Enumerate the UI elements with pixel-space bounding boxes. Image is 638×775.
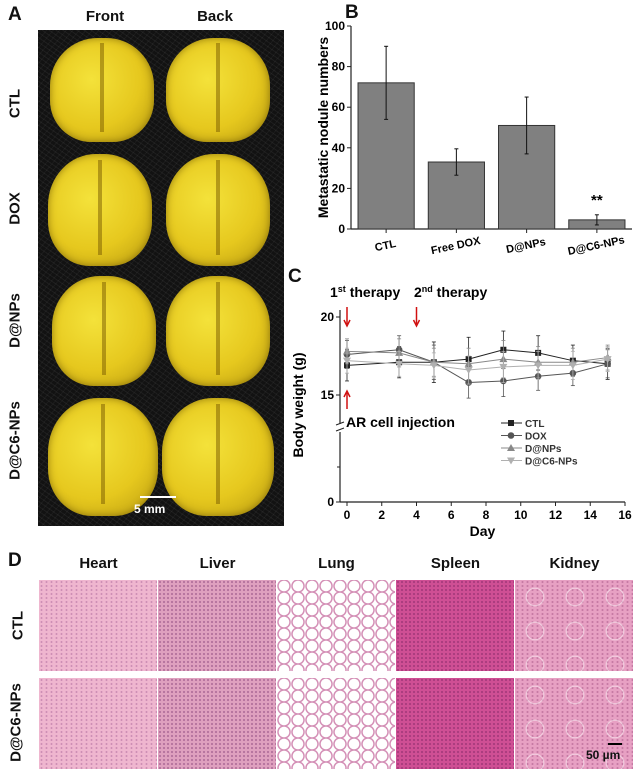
column-header-lung: Lung — [318, 555, 355, 572]
histology-image-liver — [158, 580, 276, 671]
marker-triangle-down — [395, 360, 404, 368]
x-tick-label: D@NPs — [505, 236, 547, 256]
x-tick-label: 14 — [584, 508, 598, 522]
lung-photo — [166, 38, 270, 142]
y-tick-label: 20 — [321, 310, 335, 324]
marker-triangle-down — [603, 356, 612, 364]
y-tick-label: 0 — [327, 495, 334, 509]
histology-image-lung — [277, 580, 395, 671]
arrow-head — [343, 389, 351, 398]
x-tick-label: 10 — [514, 508, 528, 522]
x-tick-label: 4 — [413, 508, 420, 522]
lung-photo — [48, 398, 158, 516]
lung-photo — [52, 276, 156, 386]
lung-photographs: 5 mm — [38, 30, 284, 526]
y-tick-label: 20 — [332, 181, 346, 195]
x-tick-label: 6 — [448, 508, 455, 522]
scale-bar-label: 5 mm — [134, 502, 166, 516]
marker-triangle-down — [568, 362, 577, 370]
y-tick-label: 60 — [332, 100, 346, 114]
arrow-head — [412, 319, 421, 328]
column-header-front: Front — [85, 8, 125, 25]
x-tick-label: CTL — [374, 238, 398, 254]
y-axis-title: Body weight (g) — [290, 353, 306, 458]
line-chart: 0 15 20 0 2 4 6 8 10 12 14 16 Day Body weight (g) CTL D… — [290, 284, 632, 539]
x-tick-label: D@C6-NPs — [567, 234, 626, 258]
bar-chart: 0 20 40 60 80 100 Metastatic nodule numbers CTL… — [315, 19, 632, 258]
marker-triangle-down — [429, 362, 438, 370]
x-tick-label: 2 — [378, 508, 385, 522]
series-DOX — [343, 335, 611, 399]
series-line — [346, 349, 608, 366]
x-tick-label: Free DOX — [430, 235, 482, 257]
column-header-heart: Heart — [79, 555, 118, 572]
series-line — [346, 358, 608, 371]
legend-label: DOX — [525, 432, 547, 443]
axis-break-icon — [335, 421, 345, 432]
marker-square — [508, 420, 514, 426]
histology-image-heart — [39, 678, 157, 769]
lung-photo — [166, 276, 270, 386]
x-tick-label: 0 — [344, 508, 351, 522]
y-tick-label: 100 — [325, 19, 345, 33]
marker-circle — [507, 432, 515, 439]
marker-triangle-down — [464, 367, 473, 375]
series-D@C6-NPs — [343, 346, 612, 385]
scale-bar — [140, 496, 176, 498]
histology-image-liver — [158, 678, 276, 769]
x-tick-label: 8 — [483, 508, 490, 522]
y-tick-label: 80 — [332, 60, 346, 74]
scale-bar — [608, 743, 622, 745]
x-axis-title: Day — [470, 523, 496, 539]
scale-bar-label: 50 µm — [586, 748, 621, 762]
marker-triangle-down — [507, 457, 515, 465]
row-label-ctl: CTL — [9, 610, 27, 641]
lung-photo — [48, 154, 152, 266]
series-line — [346, 349, 608, 384]
panel-label-d: D — [8, 550, 22, 571]
significance-marker: ** — [591, 192, 603, 209]
annotation-2-therapy: 2nd therapy — [414, 284, 487, 300]
column-header-spleen: Spleen — [430, 555, 481, 572]
x-tick-label: 12 — [549, 508, 563, 522]
y-tick-label: 40 — [332, 141, 346, 155]
legend-label: D@NPs — [525, 444, 562, 455]
lung-photo — [50, 38, 154, 142]
marker-triangle-down — [343, 357, 351, 365]
histology-image-spleen — [396, 580, 514, 671]
panel-label-b: B — [345, 2, 359, 23]
legend-label: D@C6-NPs — [525, 457, 578, 468]
lung-photo — [162, 398, 274, 516]
lung-photo — [166, 154, 270, 266]
histology-image-heart — [39, 580, 157, 671]
annotation-ar-cell-injection: AR cell injection — [346, 414, 455, 430]
column-header-back: Back — [197, 8, 233, 25]
y-axis-title: Metastatic nodule numbers — [315, 37, 331, 218]
series-line — [346, 350, 608, 365]
legend-label: CTL — [525, 419, 544, 430]
arrow-head — [343, 319, 351, 328]
panel-label-a: A — [8, 4, 22, 25]
histology-image-kidney — [515, 678, 633, 769]
histology-image-lung — [277, 678, 395, 769]
marker-triangle-down — [534, 362, 543, 370]
column-header-kidney: Kidney — [549, 555, 600, 572]
marker-triangle-down — [499, 363, 508, 371]
row-label-d-c6-nps: D@C6-NPs — [7, 683, 25, 762]
annotation-1-therapy: 1st therapy — [330, 284, 400, 300]
column-header-liver: Liver — [199, 555, 236, 572]
y-tick-label: 15 — [321, 388, 335, 402]
y-tick-label: 0 — [338, 222, 345, 236]
histology-image-spleen — [396, 678, 514, 769]
panel-label-c: C — [288, 266, 302, 287]
marker-triangle-up — [507, 444, 515, 451]
histology-image-kidney — [515, 580, 633, 671]
x-tick-label: 16 — [618, 508, 632, 522]
